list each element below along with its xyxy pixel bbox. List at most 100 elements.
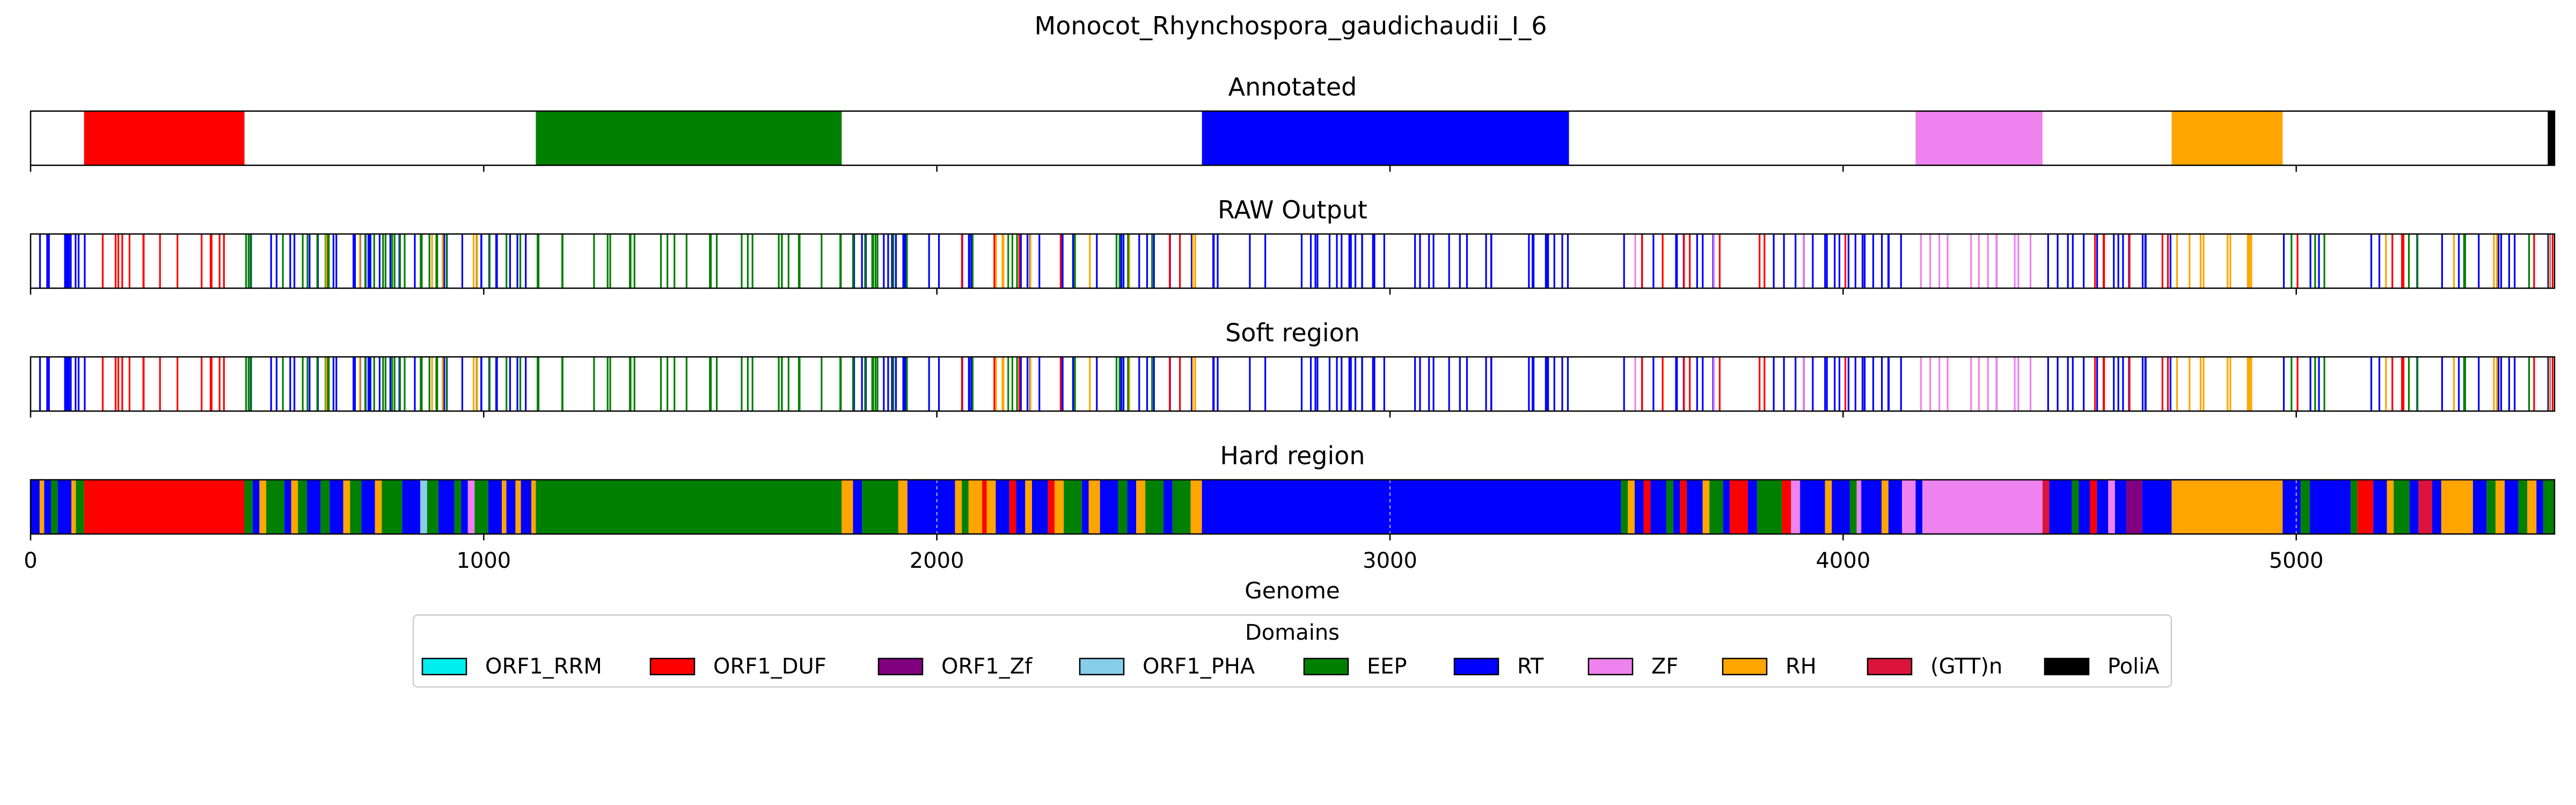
legend-swatch <box>649 657 696 676</box>
domain-block <box>1634 480 1644 534</box>
domain-block <box>1709 480 1723 534</box>
domain-block <box>1791 480 1801 534</box>
domain-block <box>1680 480 1687 534</box>
domain-block <box>427 480 438 534</box>
domain-block <box>2496 480 2505 534</box>
domain-block <box>474 480 488 534</box>
panel-title: Annotated <box>1228 72 1357 101</box>
domain-block <box>2097 480 2109 534</box>
legend-swatch <box>1587 657 1634 676</box>
x-axis: 0 1000 2000 3000 4000 5000 <box>24 548 2323 573</box>
domain-block <box>2387 480 2394 534</box>
domain-block <box>862 480 898 534</box>
x-tick-label: 3000 <box>1363 548 1417 573</box>
domain-block <box>1666 480 1673 534</box>
panel-frame <box>30 356 2556 412</box>
domain-block <box>2301 480 2310 534</box>
panel-annotated: Annotated <box>30 72 2556 172</box>
domain-block <box>44 480 51 534</box>
domain-block <box>1730 480 1748 534</box>
domain-block <box>467 480 475 534</box>
domain-block <box>2108 480 2115 534</box>
domain-block <box>2049 480 2072 534</box>
legend-label: RH <box>1785 654 1817 679</box>
legend: Domains ORF1_RRM ORF1_DUF ORF1_Zf ORF1_PHA EE… <box>412 614 2172 688</box>
domain-block <box>1922 480 2043 534</box>
panel-title: RAW Output <box>1218 195 1367 224</box>
domain-block <box>50 480 58 534</box>
domain-block <box>298 480 308 534</box>
domain-block <box>1145 480 1163 534</box>
domain-block <box>2432 480 2441 534</box>
domain-block <box>2126 480 2142 534</box>
domain-block <box>1081 480 1089 534</box>
domain-block <box>57 480 71 534</box>
domain-block <box>2090 480 2097 534</box>
legend-label: ORF1_RRM <box>485 654 602 679</box>
domain-block <box>2518 480 2528 534</box>
domain-block <box>986 480 996 534</box>
track-panels: Annotated RAW Output Soft region Hard regio… <box>30 72 2556 540</box>
domain-block <box>2171 111 2283 165</box>
domain-block <box>361 480 375 534</box>
domain-block <box>2505 480 2519 534</box>
domain-block <box>252 480 260 534</box>
domain-block <box>266 480 284 534</box>
domain-block <box>502 480 507 534</box>
domain-block <box>1888 480 1902 534</box>
x-axis-label: Genome <box>1245 577 1340 604</box>
domain-block <box>1190 480 1202 534</box>
panel-background <box>31 234 2555 288</box>
domain-block <box>1643 480 1651 534</box>
legend-swatch <box>1722 657 1768 676</box>
domain-block <box>1748 480 1757 534</box>
legend-label: ORF1_Zf <box>941 654 1033 679</box>
domain-block <box>982 480 987 534</box>
panel-raw-output: RAW Output <box>30 195 2556 295</box>
domain-block <box>2142 480 2172 534</box>
domain-block <box>1621 480 1628 534</box>
domain-block <box>2543 480 2555 534</box>
domain-block <box>438 480 455 534</box>
domain-block <box>402 480 421 534</box>
domain-block <box>2486 480 2496 534</box>
domain-block <box>2072 480 2079 534</box>
domain-block <box>536 111 842 165</box>
domain-block <box>853 480 862 534</box>
chart-title: Monocot_Rhynchospora_gaudichaudii_I_6 <box>1035 11 1547 40</box>
domain-block <box>536 480 842 534</box>
domain-block <box>1882 480 1889 534</box>
domain-block <box>71 480 76 534</box>
domain-block <box>1800 480 1825 534</box>
x-tick-label: 5000 <box>2269 548 2324 573</box>
domain-block <box>955 480 962 534</box>
domain-block <box>2114 480 2127 534</box>
domain-block <box>307 480 321 534</box>
x-tick-label: 4000 <box>1816 548 1870 573</box>
domain-block <box>996 480 1009 534</box>
domain-block <box>382 480 402 534</box>
domain-block <box>1025 480 1033 534</box>
domain-block <box>1127 480 1137 534</box>
domain-block <box>1009 480 1016 534</box>
domain-block <box>2536 480 2543 534</box>
domain-block <box>506 480 516 534</box>
domain-block <box>350 480 362 534</box>
domain-block <box>2527 480 2537 534</box>
domain-block <box>1118 480 1128 534</box>
domain-block <box>259 480 267 534</box>
domain-block <box>375 480 382 534</box>
domain-block <box>1055 480 1064 534</box>
domain-block <box>1628 480 1635 534</box>
domain-block <box>1064 480 1082 534</box>
domain-block <box>1702 480 1710 534</box>
domain-block <box>1832 480 1850 534</box>
domain-block <box>454 480 462 534</box>
panel-frame <box>30 233 2556 289</box>
x-tick-label: 0 <box>24 548 37 573</box>
domain-block <box>1100 480 1118 534</box>
domain-block <box>1856 480 1862 534</box>
legend-swatch <box>1867 657 1913 676</box>
domain-block <box>2441 480 2473 534</box>
